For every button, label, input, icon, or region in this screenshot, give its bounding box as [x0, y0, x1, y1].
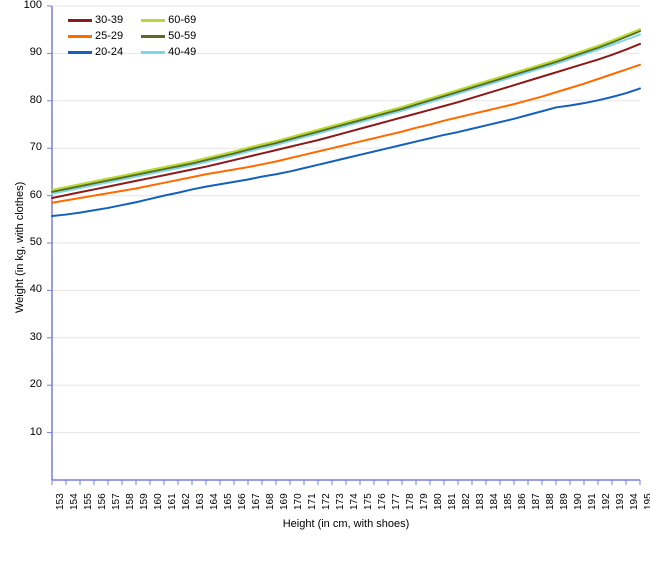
y-tick-label: 80 — [0, 94, 42, 106]
legend-item: 25-29 — [68, 28, 123, 44]
legend-label: 20-24 — [95, 46, 123, 58]
x-tick-label: 159 — [139, 493, 150, 510]
x-tick-label: 189 — [559, 493, 570, 510]
x-tick-label: 187 — [531, 493, 542, 510]
x-tick-label: 183 — [475, 493, 486, 510]
x-tick-label: 180 — [433, 493, 444, 510]
x-tick-label: 178 — [405, 493, 416, 510]
legend-item: 50-59 — [141, 28, 196, 44]
legend: 30-39 25-29 20-24 60-69 50-59 40-49 — [68, 12, 204, 60]
x-tick-label: 182 — [461, 493, 472, 510]
y-tick-label: 30 — [0, 331, 42, 343]
legend-label: 40-49 — [168, 46, 196, 58]
x-tick-label: 163 — [195, 493, 206, 510]
x-tick-label: 162 — [181, 493, 192, 510]
x-tick-label: 160 — [153, 493, 164, 510]
x-tick-label: 168 — [265, 493, 276, 510]
x-tick-label: 185 — [503, 493, 514, 510]
x-tick-label: 188 — [545, 493, 556, 510]
weight-height-chart: Weight (in kg, with clothes) Height (in … — [0, 0, 650, 563]
legend-swatch — [68, 35, 92, 38]
x-tick-label: 176 — [377, 493, 388, 510]
legend-item: 60-69 — [141, 12, 196, 28]
x-tick-label: 174 — [349, 493, 360, 510]
y-tick-label: 70 — [0, 141, 42, 153]
legend-swatch — [141, 35, 165, 38]
x-tick-label: 175 — [363, 493, 374, 510]
x-tick-label: 153 — [55, 493, 66, 510]
y-tick-label: 20 — [0, 378, 42, 390]
x-axis-title: Height (in cm, with shoes) — [52, 518, 640, 530]
legend-label: 50-59 — [168, 30, 196, 42]
x-tick-label: 192 — [601, 493, 612, 510]
y-tick-label: 90 — [0, 46, 42, 58]
y-tick-label: 10 — [0, 426, 42, 438]
x-tick-label: 171 — [307, 493, 318, 510]
legend-swatch — [141, 19, 165, 22]
legend-item: 30-39 — [68, 12, 123, 28]
x-tick-label: 191 — [587, 493, 598, 510]
y-tick-label: 40 — [0, 283, 42, 295]
legend-swatch — [68, 19, 92, 22]
legend-item: 40-49 — [141, 44, 196, 60]
x-tick-label: 172 — [321, 493, 332, 510]
x-tick-label: 181 — [447, 493, 458, 510]
x-tick-label: 193 — [615, 493, 626, 510]
y-tick-label: 50 — [0, 236, 42, 248]
x-tick-label: 165 — [223, 493, 234, 510]
y-tick-label: 60 — [0, 189, 42, 201]
x-tick-label: 186 — [517, 493, 528, 510]
x-tick-label: 157 — [111, 493, 122, 510]
y-tick-label: 100 — [0, 0, 42, 11]
legend-label: 30-39 — [95, 14, 123, 26]
x-tick-label: 177 — [391, 493, 402, 510]
x-tick-label: 194 — [629, 493, 640, 510]
legend-swatch — [68, 51, 92, 54]
x-tick-label: 161 — [167, 493, 178, 510]
x-tick-label: 164 — [209, 493, 220, 510]
x-tick-label: 158 — [125, 493, 136, 510]
x-tick-label: 190 — [573, 493, 584, 510]
x-tick-label: 195 — [643, 493, 650, 510]
x-tick-label: 169 — [279, 493, 290, 510]
x-tick-label: 179 — [419, 493, 430, 510]
x-tick-label: 156 — [97, 493, 108, 510]
legend-swatch — [141, 51, 165, 54]
x-tick-label: 155 — [83, 493, 94, 510]
x-tick-label: 170 — [293, 493, 304, 510]
legend-label: 60-69 — [168, 14, 196, 26]
x-tick-label: 184 — [489, 493, 500, 510]
x-tick-label: 167 — [251, 493, 262, 510]
legend-label: 25-29 — [95, 30, 123, 42]
plot-svg — [0, 0, 650, 563]
x-tick-label: 173 — [335, 493, 346, 510]
legend-item: 20-24 — [68, 44, 123, 60]
x-tick-label: 154 — [69, 493, 80, 510]
x-tick-label: 166 — [237, 493, 248, 510]
